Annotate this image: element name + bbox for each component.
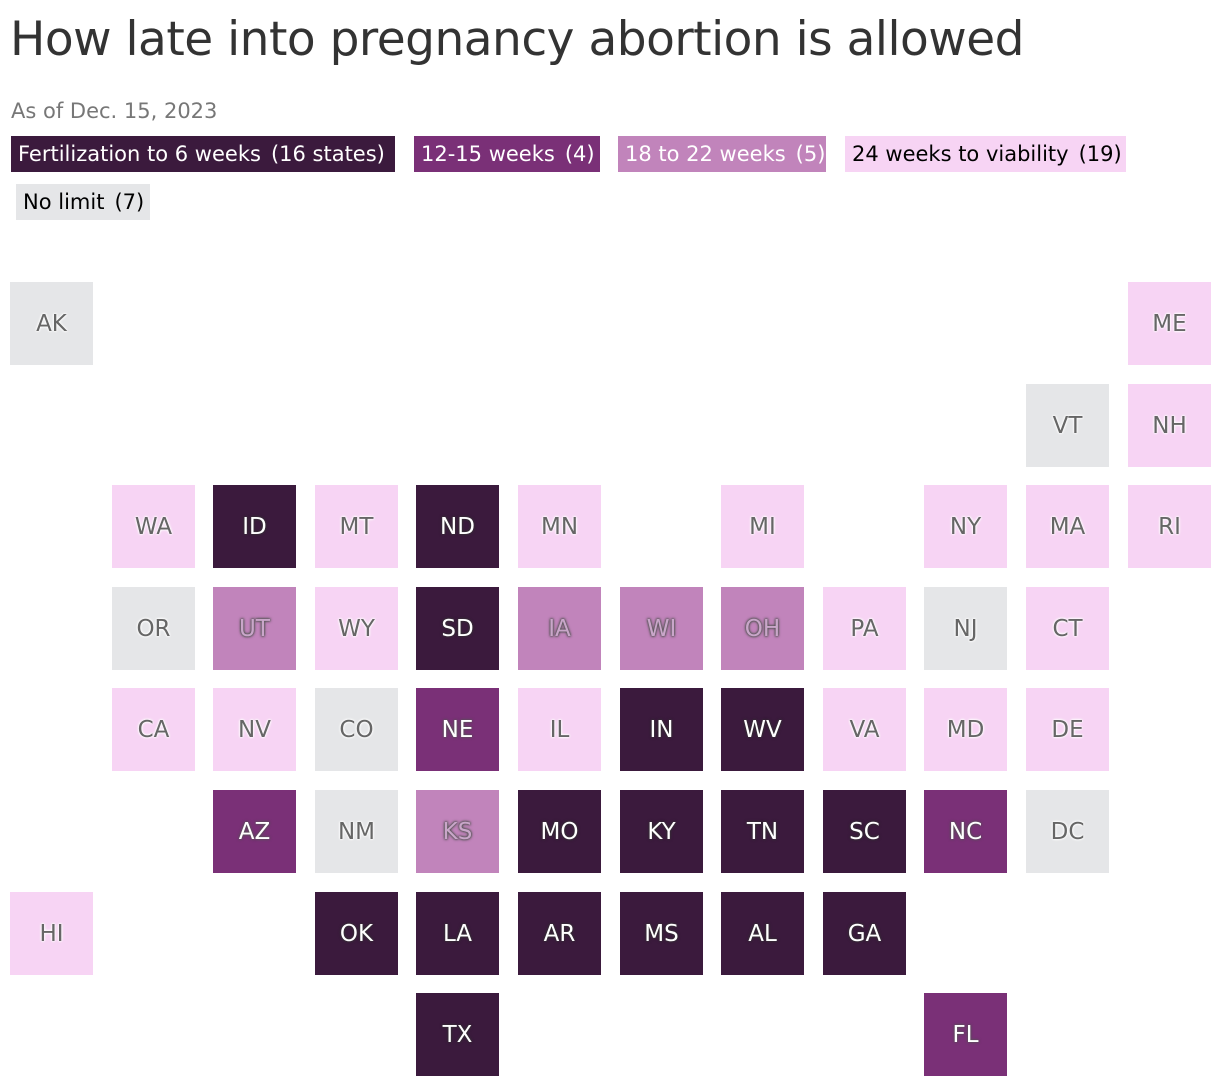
state-tile-ny: NY	[924, 485, 1007, 568]
state-tile-vt: VT	[1026, 384, 1109, 467]
legend-count: (4)	[564, 142, 595, 166]
state-tile-nh: NH	[1128, 384, 1211, 467]
state-tile-dc: DC	[1026, 790, 1109, 873]
legend-label: No limit	[23, 190, 105, 214]
state-tile-md: MD	[924, 688, 1007, 771]
state-tile-hi: HI	[10, 892, 93, 975]
legend-item-eighteen-22: 18 to 22 weeks (5)	[618, 136, 826, 172]
chart-title: How late into pregnancy abortion is allo…	[10, 12, 1024, 67]
state-tile-mo: MO	[518, 790, 601, 873]
state-tile-ct: CT	[1026, 587, 1109, 670]
state-tile-al: AL	[721, 892, 804, 975]
state-tile-ca: CA	[112, 688, 195, 771]
state-tile-ms: MS	[620, 892, 703, 975]
legend-label: 24 weeks to viability	[852, 142, 1069, 166]
state-tile-wv: WV	[721, 688, 804, 771]
state-tile-wy: WY	[315, 587, 398, 670]
state-tile-mn: MN	[518, 485, 601, 568]
legend-label: 12-15 weeks	[421, 142, 555, 166]
legend-label: Fertilization to 6 weeks	[18, 142, 261, 166]
state-tile-ok: OK	[315, 892, 398, 975]
legend-count: (5)	[795, 142, 826, 166]
legend-count: (16 states)	[270, 142, 385, 166]
state-tile-ia: IA	[518, 587, 601, 670]
state-tile-co: CO	[315, 688, 398, 771]
state-tile-me: ME	[1128, 282, 1211, 365]
state-tile-la: LA	[416, 892, 499, 975]
state-tile-nj: NJ	[924, 587, 1007, 670]
state-tile-ne: NE	[416, 688, 499, 771]
state-tile-il: IL	[518, 688, 601, 771]
state-tile-nd: ND	[416, 485, 499, 568]
state-tile-id: ID	[213, 485, 296, 568]
state-tile-ky: KY	[620, 790, 703, 873]
state-tile-ks: KS	[416, 790, 499, 873]
legend-item-six-weeks: Fertilization to 6 weeks (16 states)	[11, 136, 395, 172]
state-tile-ut: UT	[213, 587, 296, 670]
state-tile-in: IN	[620, 688, 703, 771]
state-tile-tx: TX	[416, 993, 499, 1076]
state-tile-ar: AR	[518, 892, 601, 975]
state-tile-nm: NM	[315, 790, 398, 873]
state-tile-nc: NC	[924, 790, 1007, 873]
state-tile-wa: WA	[112, 485, 195, 568]
state-tile-ak: AK	[10, 282, 93, 365]
legend-item-no-limit: No limit (7)	[16, 184, 150, 220]
state-tile-az: AZ	[213, 790, 296, 873]
state-tile-sd: SD	[416, 587, 499, 670]
state-tile-ma: MA	[1026, 485, 1109, 568]
legend-item-viability: 24 weeks to viability (19)	[845, 136, 1126, 172]
legend-label: 18 to 22 weeks	[625, 142, 786, 166]
state-tile-sc: SC	[823, 790, 906, 873]
state-tile-ri: RI	[1128, 485, 1211, 568]
state-tile-or: OR	[112, 587, 195, 670]
legend-count: (7)	[114, 190, 145, 214]
state-tile-de: DE	[1026, 688, 1109, 771]
state-tile-ga: GA	[823, 892, 906, 975]
legend-count: (19)	[1078, 142, 1122, 166]
state-tile-nv: NV	[213, 688, 296, 771]
state-tile-fl: FL	[924, 993, 1007, 1076]
state-tile-mt: MT	[315, 485, 398, 568]
legend-item-twelve-fifteen: 12-15 weeks (4)	[414, 136, 600, 172]
state-tile-oh: OH	[721, 587, 804, 670]
state-tile-pa: PA	[823, 587, 906, 670]
state-tile-va: VA	[823, 688, 906, 771]
chart-subtitle: As of Dec. 15, 2023	[11, 99, 218, 123]
state-tile-tn: TN	[721, 790, 804, 873]
state-tile-wi: WI	[620, 587, 703, 670]
state-tile-mi: MI	[721, 485, 804, 568]
